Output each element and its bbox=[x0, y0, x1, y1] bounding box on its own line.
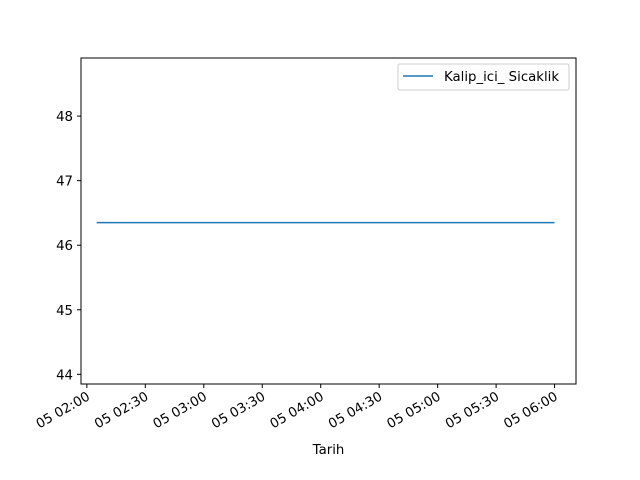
y-tick-label: 47 bbox=[56, 175, 73, 190]
x-tick-label: 05 03:00 bbox=[151, 389, 210, 432]
x-tick-label: 05 06:00 bbox=[502, 389, 561, 432]
legend: Kalip_ici_ Sicaklik bbox=[398, 64, 569, 90]
x-axis-label: Tarih bbox=[312, 443, 345, 458]
y-tick-label: 45 bbox=[56, 304, 73, 319]
x-tick-label: 05 05:00 bbox=[385, 389, 444, 432]
x-tick-label: 05 02:00 bbox=[34, 389, 93, 432]
y-tick-label: 44 bbox=[56, 368, 73, 383]
legend-label: Kalip_ici_ Sicaklik bbox=[444, 70, 559, 85]
x-tick-label: 05 02:30 bbox=[92, 389, 151, 432]
x-tick-label: 05 05:30 bbox=[443, 389, 502, 432]
y-axis: 44 45 46 47 48 bbox=[56, 110, 81, 383]
y-tick-label: 46 bbox=[56, 239, 73, 254]
plot-area bbox=[81, 58, 576, 384]
x-tick-label: 05 04:00 bbox=[268, 389, 327, 432]
x-tick-label: 05 03:30 bbox=[209, 389, 268, 432]
x-axis: 05 02:00 05 02:30 05 03:00 05 03:30 05 04:00… bbox=[34, 384, 561, 432]
y-tick-label: 48 bbox=[56, 110, 73, 125]
x-tick-label: 05 04:30 bbox=[326, 389, 385, 432]
